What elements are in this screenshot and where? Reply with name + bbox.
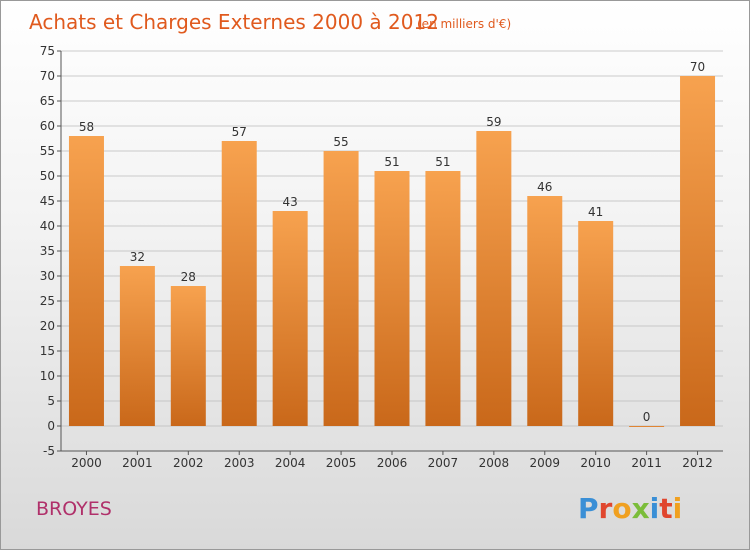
bar-2004: [272, 211, 308, 426]
y-tick-label: 60: [40, 119, 55, 133]
bar-2009: [527, 196, 563, 426]
proxiti-logo: Proxiti: [578, 492, 682, 525]
y-tick-label: 0: [47, 419, 55, 433]
x-tick-label-2009: 2009: [529, 456, 560, 470]
data-label-2010: 41: [588, 205, 603, 219]
y-tick-label: 45: [40, 194, 55, 208]
y-tick-label: 65: [40, 94, 55, 108]
bar-2007: [425, 171, 461, 426]
chart-subtitle: (en milliers d'€): [417, 17, 511, 31]
x-tick-label-2001: 2001: [122, 456, 153, 470]
y-tick-label: 20: [40, 319, 55, 333]
y-tick-label: 40: [40, 219, 55, 233]
bar-2006: [374, 171, 410, 426]
y-axis: -5 0 5 10 15 20 25 30 35 40 45 50 55 60 65 70 75: [40, 44, 62, 458]
y-tick-label: 10: [40, 369, 55, 383]
data-label-2001: 32: [130, 250, 145, 264]
commune-name: BROYES: [36, 498, 112, 520]
y-tick-label: 70: [40, 69, 55, 83]
x-axis: 2000 2001 2002 2003 2004 2005 2006 2007 2008 2009…: [61, 450, 723, 470]
bars: 58 32 28 57 43 55 51 51 59 46 41 0 70: [68, 60, 716, 427]
y-tick-label: -5: [43, 444, 55, 458]
x-tick-label-2002: 2002: [173, 456, 204, 470]
x-tick-label-2012: 2012: [682, 456, 713, 470]
x-tick-label-2010: 2010: [580, 456, 611, 470]
x-tick-label-2000: 2000: [71, 456, 102, 470]
data-label-2004: 43: [283, 195, 298, 209]
data-label-2008: 59: [486, 115, 501, 129]
x-tick-label-2011: 2011: [631, 456, 662, 470]
bar-2012: [680, 76, 716, 426]
y-tick-label: 30: [40, 269, 55, 283]
x-tick-label-2003: 2003: [224, 456, 255, 470]
data-label-2000: 58: [79, 120, 94, 134]
data-label-2006: 51: [384, 155, 399, 169]
bar-2011: [629, 426, 665, 427]
x-tick-label-2007: 2007: [428, 456, 459, 470]
x-tick-label-2005: 2005: [326, 456, 357, 470]
bar-2003: [221, 141, 257, 426]
y-tick-label: 50: [40, 169, 55, 183]
y-tick-label: 75: [40, 44, 55, 58]
bar-2001: [119, 266, 155, 426]
y-tick-label: 25: [40, 294, 55, 308]
bar-2008: [476, 131, 512, 426]
data-label-2005: 55: [333, 135, 348, 149]
data-label-2007: 51: [435, 155, 450, 169]
y-tick-label: 5: [47, 394, 55, 408]
bar-2005: [323, 151, 359, 426]
bar-2010: [578, 221, 614, 426]
x-tick-label-2008: 2008: [479, 456, 510, 470]
y-tick-label: 15: [40, 344, 55, 358]
data-label-2002: 28: [181, 270, 196, 284]
y-tick-label: 35: [40, 244, 55, 258]
data-label-2011: 0: [643, 410, 651, 424]
chart-title: Achats et Charges Externes 2000 à 2012: [29, 10, 439, 34]
data-label-2012: 70: [690, 60, 705, 74]
bar-2000: [68, 136, 104, 426]
data-label-2003: 57: [232, 125, 247, 139]
bar-2002: [170, 286, 206, 426]
data-label-2009: 46: [537, 180, 552, 194]
y-tick-label: 55: [40, 144, 55, 158]
x-tick-label-2004: 2004: [275, 456, 306, 470]
x-tick-label-2006: 2006: [377, 456, 408, 470]
